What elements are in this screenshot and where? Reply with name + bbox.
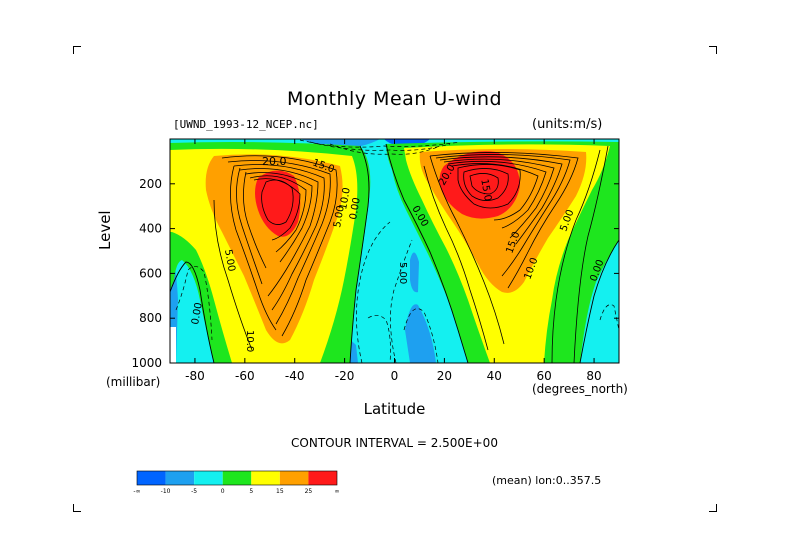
y-axis: 200 400 600 800 1000 <box>131 177 619 370</box>
colorbar-label: -5 <box>191 488 197 495</box>
y-tick-label: 800 <box>139 311 162 325</box>
corner-mark-bottom-left <box>73 504 81 512</box>
file-label: [UWND_1993-12_NCEP.nc] <box>173 118 319 131</box>
negative-contours <box>175 139 619 363</box>
colorbar-swatch <box>251 471 280 485</box>
colorbar-label: 25 <box>305 488 313 495</box>
colorbar-swatch <box>165 471 195 485</box>
colorbar-label: 15 <box>276 488 284 495</box>
x-tick-label: 80 <box>586 369 601 383</box>
x-tick-label: -80 <box>185 369 205 383</box>
band-15-25 <box>205 154 343 344</box>
x-tick-label: -60 <box>235 369 255 383</box>
y-tick-label: 1000 <box>131 356 162 370</box>
colorbar-frame <box>136 470 338 486</box>
colorbar-label: ∞ <box>335 488 340 495</box>
contour-label: 15.0 <box>478 178 493 202</box>
missing-data <box>170 327 176 363</box>
contour-label: 5.00 <box>222 249 237 273</box>
chart-title: Monthly Mean U-wind <box>286 88 503 110</box>
colorbar-swatch <box>279 471 309 485</box>
y-tick-label: 200 <box>139 177 162 191</box>
corner-mark-top-right <box>709 46 717 54</box>
colorbar-label: -∞ <box>133 488 140 495</box>
y-axis-unit: (millibar) <box>106 375 161 389</box>
units-label: (units:m/s) <box>532 117 603 132</box>
x-tick-label: 40 <box>487 369 502 383</box>
x-axis: -80 -60 -40 -20 0 20 40 60 80 <box>185 139 602 383</box>
colorbar: -∞ -10 -5 0 5 15 25 ∞ <box>133 470 340 495</box>
y-axis-title: Level <box>96 210 114 250</box>
x-tick-label: 0 <box>391 369 399 383</box>
colorbar-swatch <box>222 471 252 485</box>
neg-pocket <box>405 304 436 363</box>
contour-label: 10.0 <box>244 330 255 352</box>
colorbar-swatch <box>308 471 337 485</box>
band-neg-0 <box>599 260 619 363</box>
band-gt-25 <box>255 170 301 237</box>
contour-label: 20.0 <box>262 155 287 168</box>
y-tick-label: 600 <box>139 266 162 280</box>
band-gt-25 <box>439 151 520 219</box>
mean-note: (mean) lon:0..357.5 <box>492 474 602 487</box>
contour-field: 20.0 15.0 10.0 5.00 0.00 10.0 0.00 5.00 … <box>170 139 619 363</box>
contour-label: 10.0 <box>338 187 353 211</box>
colorbar-label: -10 <box>161 488 171 495</box>
x-tick-label: 60 <box>537 369 552 383</box>
contour-label: 0.00 <box>190 302 205 326</box>
corner-mark-top-left <box>73 46 81 54</box>
contour-label: 0.00 <box>348 197 363 221</box>
colorbar-swatch <box>194 471 223 485</box>
x-tick-label: -40 <box>285 369 305 383</box>
zero-contours <box>170 143 619 363</box>
contour-lines <box>213 155 338 351</box>
corner-mark-bottom-right <box>709 504 717 512</box>
contour-label: 5.00 <box>332 205 347 229</box>
colorbar-swatch <box>137 471 166 485</box>
neg-pocket <box>300 139 380 149</box>
x-tick-label: -20 <box>335 369 355 383</box>
neg-pocket <box>410 252 419 293</box>
colorbar-label: 0 <box>221 488 225 495</box>
x-axis-title: Latitude <box>363 400 426 418</box>
contour-label: 5.00 <box>397 262 408 284</box>
x-axis-unit: (degrees_north) <box>532 382 628 396</box>
contour-interval-note: CONTOUR INTERVAL = 2.500E+00 <box>291 436 498 450</box>
colorbar-label: 5 <box>249 488 253 495</box>
y-tick-label: 400 <box>139 222 162 236</box>
x-tick-label: 20 <box>437 369 452 383</box>
contour-lines <box>423 145 609 363</box>
